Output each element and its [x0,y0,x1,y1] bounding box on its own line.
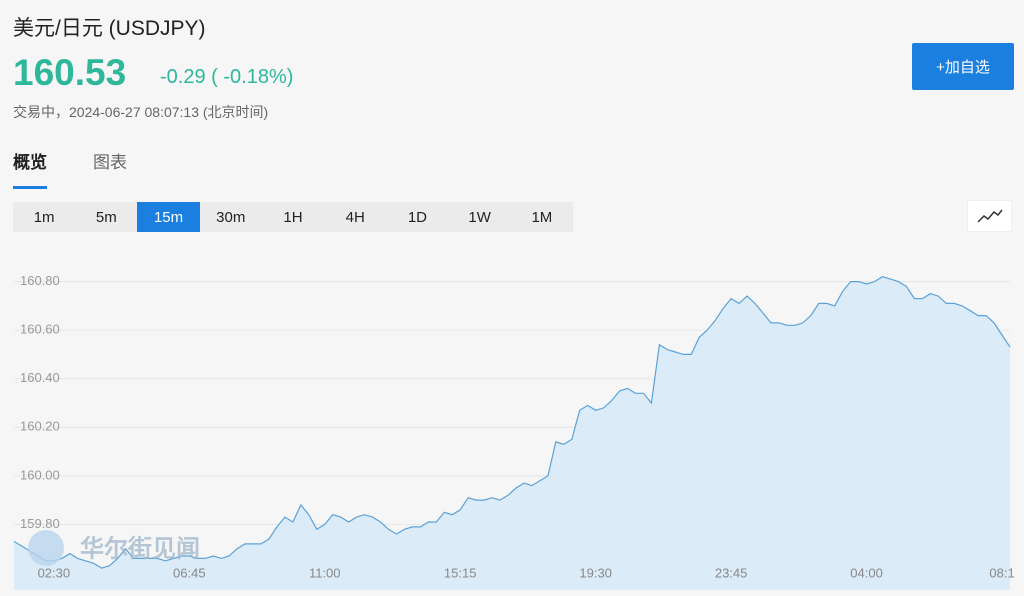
tab[interactable]: 概览 [13,150,47,189]
tab[interactable]: 图表 [93,153,127,172]
y-tick-label: 160.80 [20,273,60,288]
x-tick-label: 08:1 [989,565,1014,580]
price: 160.53 [13,52,127,93]
watermark-logo [28,530,64,566]
period-button[interactable]: 30m [216,208,246,226]
period-button[interactable]: 1W [468,208,491,226]
price-change: -0.29 ( -0.18%) [160,66,294,88]
period-button[interactable]: 1H [283,208,303,226]
title: 美元/日元 (USDJPY) [13,17,206,40]
period-selector: 1m 5m 15m 30m 1H 4H 1D 1W 1M [13,202,573,232]
x-tick-label: 15:15 [444,565,477,580]
period-button[interactable]: 1M [531,208,553,226]
x-tick-label: 02:30 [38,565,71,580]
x-tick-label: 23:45 [715,565,748,580]
x-tick-label: 04:00 [850,565,883,580]
x-tick-label: 06:45 [173,565,206,580]
x-tick-label: 11:00 [309,565,341,580]
y-tick-label: 160.40 [20,370,60,385]
tabs: 概览 图表 [13,150,127,189]
watermark: 华尔街见闻 [80,534,200,563]
period-button[interactable]: 4H [345,208,365,226]
period-button[interactable]: 1D [407,208,428,226]
area [14,276,1010,590]
period-button[interactable]: 5m [95,208,117,226]
y-tick-label: 160.60 [20,322,60,337]
y-tick-label: 160.20 [20,419,60,434]
y-tick-label: 160.00 [20,467,60,482]
x-tick-label: 19:30 [579,565,612,580]
trading-status: 交易中，2024-06-27 08:07:13 (北京时间) [13,104,269,120]
period-button[interactable]: 15m [137,202,200,232]
period-button[interactable]: 1m [33,208,55,226]
y-tick-label: 159.80 [20,516,60,531]
line [13,276,1011,569]
add-watchlist-button[interactable]: +加自选 [912,43,1014,90]
chart-type-button[interactable] [967,200,1012,232]
line-icon [977,209,1003,223]
